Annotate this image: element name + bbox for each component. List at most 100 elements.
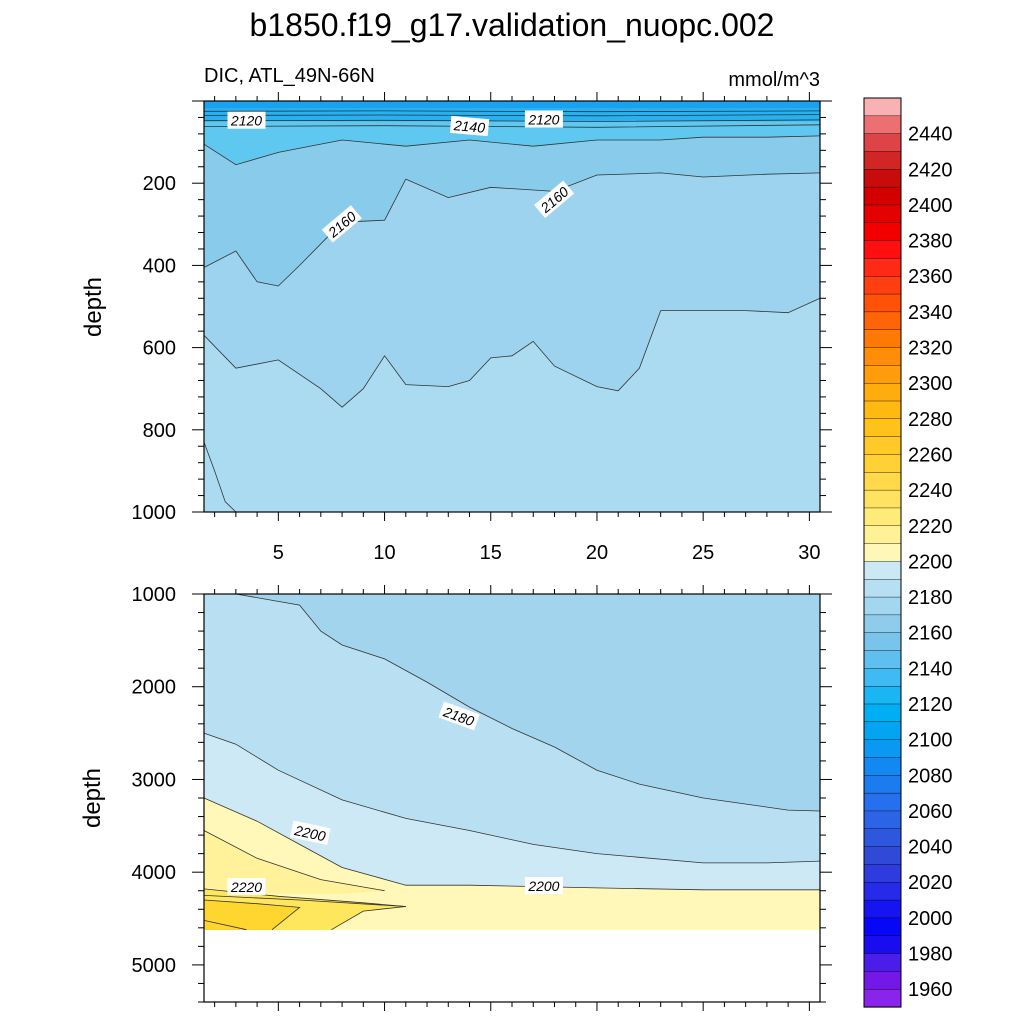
colorbar-swatch — [863, 472, 902, 491]
contour-line — [203, 441, 237, 513]
colorbar-swatch — [863, 703, 902, 723]
colorbar-label: 2120 — [908, 694, 953, 716]
contour-label: 2140 — [449, 115, 490, 137]
filled-region-2100 — [203, 100, 821, 109]
contour-label: 2200 — [289, 820, 331, 845]
x-tick-label: 10 — [373, 542, 395, 564]
top-panel-left-label: DIC, ATL_49N-66N — [204, 65, 375, 87]
contour-label: 2200 — [524, 877, 563, 895]
x-tick-label: 25 — [692, 542, 714, 564]
colorbar-label: 2060 — [908, 801, 953, 823]
contour-line — [203, 920, 247, 931]
colorbar-swatch — [863, 507, 902, 527]
y-tick-label: 1000 — [132, 584, 177, 606]
colorbar-swatch — [863, 668, 902, 687]
colorbar-label: 2380 — [908, 231, 953, 253]
y-tick-label: 800 — [143, 420, 176, 442]
colorbar-swatch — [863, 543, 902, 563]
contour-label: 2120 — [227, 111, 266, 129]
contour-line — [203, 114, 821, 117]
contour-line — [203, 297, 821, 408]
colorbar-swatch — [863, 151, 902, 170]
colorbar-swatch — [863, 953, 902, 972]
y-tick-label: 600 — [143, 338, 176, 360]
x-tick-label: 30 — [798, 542, 820, 564]
colorbar-swatch — [863, 882, 902, 901]
colorbar-label: 2020 — [908, 872, 953, 894]
contour-line — [203, 797, 820, 891]
contour-line — [203, 110, 821, 113]
y-tick-label: 5000 — [132, 955, 177, 977]
colorbar-label: 1980 — [908, 944, 953, 966]
colorbar-swatch — [863, 382, 902, 402]
colorbar-swatch — [863, 133, 902, 153]
x-tick-label: 20 — [586, 542, 608, 564]
colorbar-swatch — [863, 311, 902, 331]
figure-title: b1850.f19_g17.validation_nuopc.002 — [250, 7, 775, 43]
y-tick-label: 4000 — [132, 862, 177, 884]
colorbar-swatch — [863, 525, 902, 545]
x-tick-label: 15 — [480, 542, 502, 564]
top-y-axis-label: depth — [80, 277, 107, 337]
colorbar-swatch — [863, 347, 902, 366]
colorbar-label: 2260 — [908, 445, 953, 467]
colorbar-swatch — [863, 579, 902, 598]
colorbar-swatch — [863, 454, 902, 473]
colorbar-swatch — [863, 436, 902, 456]
contour-line — [203, 124, 821, 128]
colorbar-label: 2420 — [908, 159, 953, 181]
colorbar-swatch — [863, 596, 902, 616]
colorbar-label: 2140 — [908, 658, 953, 680]
colorbar-swatch — [863, 810, 902, 830]
contour-line — [203, 899, 301, 931]
contour-label-text: 2200 — [292, 822, 327, 844]
colorbar-swatch — [863, 169, 902, 188]
colorbar-swatch — [863, 864, 902, 883]
colorbar-swatch — [863, 276, 902, 295]
colorbar-swatch — [863, 240, 902, 260]
colorbar-swatch — [863, 721, 902, 741]
colorbar-swatch — [863, 418, 902, 438]
y-tick-label: 2000 — [132, 677, 177, 699]
colorbar-swatch — [863, 935, 902, 955]
contour-label-text: 2120 — [230, 113, 262, 129]
colorbar-swatch — [863, 775, 902, 794]
colorbar-swatch — [863, 632, 902, 652]
y-tick-label: 400 — [143, 255, 176, 277]
contour-label-text: 2220 — [230, 879, 262, 895]
colorbar-swatch — [863, 258, 902, 277]
colorbar-swatch — [863, 400, 902, 420]
colorbar-label: 2100 — [908, 730, 953, 752]
contour-label: 2220 — [227, 878, 266, 895]
contour-line — [203, 895, 406, 907]
colorbar-swatch — [863, 917, 902, 937]
y-tick-label: 3000 — [132, 769, 177, 791]
contour-label-text: 2200 — [527, 878, 559, 894]
contour-label: 2120 — [524, 110, 563, 128]
colorbar-swatch — [863, 685, 902, 705]
colorbar-swatch — [863, 222, 902, 242]
y-tick-label: 1000 — [132, 502, 177, 524]
colorbar-swatch — [863, 204, 902, 224]
contour-line — [331, 906, 406, 931]
colorbar-swatch — [863, 293, 902, 313]
colorbar-label: 2040 — [908, 837, 953, 859]
colorbar-swatch — [863, 650, 902, 669]
contour-line — [235, 593, 821, 812]
colorbar-label: 2180 — [908, 587, 953, 609]
colorbar-label: 2200 — [908, 551, 953, 573]
colorbar-label: 2300 — [908, 373, 953, 395]
colorbar-swatch — [863, 561, 902, 580]
colorbar-swatch — [863, 97, 902, 117]
colorbar-label: 2220 — [908, 516, 953, 538]
colorbar-label: 2160 — [908, 623, 953, 645]
y-tick-label: 200 — [143, 173, 176, 195]
colorbar-swatch — [863, 115, 902, 135]
colorbar-swatch — [863, 739, 902, 759]
colorbar-label: 2400 — [908, 195, 953, 217]
top-panel-units-label: mmol/m^3 — [728, 69, 820, 91]
colorbar-swatch — [863, 614, 902, 634]
